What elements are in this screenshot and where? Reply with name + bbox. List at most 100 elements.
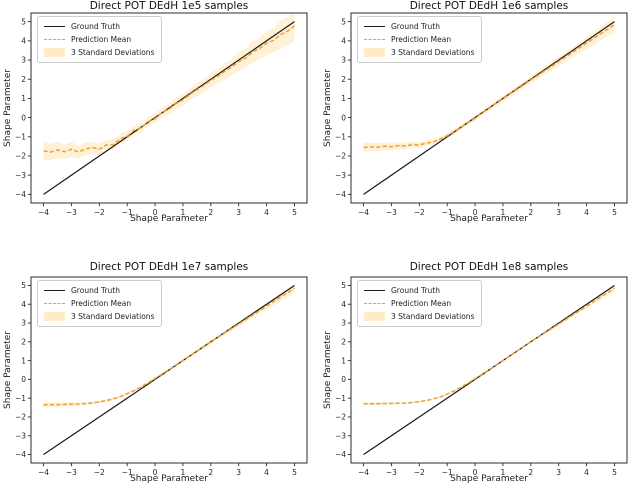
legend-item-std-band: 3 Standard Deviations (364, 46, 474, 58)
x-tick-label: −2 (94, 208, 105, 217)
axes-spines (30, 12, 308, 204)
prediction-mean-line (363, 287, 615, 405)
legend-item-ground-truth: Ground Truth (44, 20, 154, 32)
prediction-mean-line (363, 23, 615, 149)
ground-truth-line (43, 284, 295, 456)
y-tick-label: −3 (335, 431, 346, 440)
y-tick-label: 0 (21, 113, 26, 122)
y-tick-label: −2 (335, 152, 346, 161)
y-tick-label: −4 (335, 450, 346, 459)
subplot-1e8: Direct POT DEdH 1e8 samples −4 −3 −2 −1 0 1 2 3… (320, 245, 640, 491)
y-tick-label: −2 (15, 152, 26, 161)
legend-item-std-band: 3 Standard Deviations (364, 310, 474, 322)
dashed-line-swatch-icon (364, 38, 385, 40)
x-tick-label: 2 (208, 468, 213, 477)
x-tick-label: 4 (264, 208, 269, 217)
dashed-line-swatch-icon (44, 38, 65, 40)
y-tick-label: 5 (341, 281, 346, 290)
y-tick-label: 1 (341, 356, 346, 365)
subplot-1e6: Direct POT DEdH 1e6 samples −4 −3 −2 −1 0 1 2 3… (320, 0, 640, 245)
y-tick-label: 0 (341, 113, 346, 122)
y-tick-label: 2 (21, 75, 26, 84)
y-tick-label: −1 (15, 394, 26, 403)
legend-label: 3 Standard Deviations (71, 47, 155, 57)
x-axis-label: Shape Parameter (450, 474, 528, 484)
patch-swatch-icon (364, 311, 385, 321)
x-tick-label: 3 (236, 468, 241, 477)
y-tick-label: 3 (21, 319, 26, 328)
plot-title: Direct POT DEdH 1e7 samples (89, 261, 249, 273)
y-tick-label: 2 (341, 338, 346, 347)
subplot-1e5: Direct POT DEdH 1e5 samples −4 −3 −2 −1 0 1 2 3… (0, 0, 320, 245)
x-tick-label: 5 (292, 208, 297, 217)
y-tick-label: 2 (341, 75, 346, 84)
y-tick-label: 1 (341, 94, 346, 103)
x-tick-label: −3 (386, 208, 397, 217)
x-tick-label: 0 (153, 468, 158, 477)
y-tick-label: 5 (21, 17, 26, 26)
ground-truth-line (43, 21, 295, 195)
plot-title: Direct POT DEdH 1e8 samples (409, 261, 569, 273)
axes-canvas: −4 −3 −2 −1 0 1 2 3 4 5 −4 −3 −2 −1 0 1 2 3 4 5 (15, 276, 308, 477)
y-tick-label: 4 (21, 37, 26, 46)
legend-label: Prediction Mean (71, 34, 132, 44)
x-tick-label: −1 (442, 468, 453, 477)
x-tick-label: 1 (501, 208, 506, 217)
y-tick-label: 1 (21, 356, 26, 365)
y-tick-label: −4 (15, 450, 26, 459)
std-band-area (43, 13, 295, 161)
y-axis-label: Shape Parameter (3, 69, 13, 147)
legend-label: Prediction Mean (391, 298, 452, 308)
y-tick-label: 5 (341, 17, 346, 26)
y-tick-label: 0 (341, 375, 346, 384)
x-tick-label: 0 (473, 208, 478, 217)
patch-swatch-icon (364, 47, 385, 57)
y-axis-label: Shape Parameter (323, 69, 333, 147)
x-tick-label: 5 (612, 208, 617, 217)
x-tick-label: −3 (386, 468, 397, 477)
x-tick-label: 3 (556, 468, 561, 477)
axes-canvas: −4 −3 −2 −1 0 1 2 3 4 5 −4 −3 −2 −1 0 1 2 3 4 5 (335, 276, 628, 477)
legend-label: 3 Standard Deviations (391, 311, 475, 321)
y-tick-label: −4 (15, 190, 26, 199)
x-axis-label: Shape Parameter (450, 214, 528, 224)
x-tick-label: 3 (236, 208, 241, 217)
x-tick-label: 2 (208, 208, 213, 217)
y-tick-label: −3 (335, 171, 346, 180)
legend-label: Prediction Mean (391, 34, 452, 44)
y-axis-label: Shape Parameter (3, 331, 13, 409)
x-axis-label: Shape Parameter (130, 214, 208, 224)
x-tick-label: 0 (473, 468, 478, 477)
axes-spines (350, 276, 628, 464)
legend-label: Ground Truth (71, 21, 120, 31)
y-tick-label: 1 (21, 94, 26, 103)
solid-line-swatch-icon (364, 289, 385, 291)
legend-label: 3 Standard Deviations (391, 47, 475, 57)
y-tick-label: 3 (341, 319, 346, 328)
dashed-line-swatch-icon (44, 302, 65, 304)
x-tick-label: 4 (264, 468, 269, 477)
x-tick-label: −1 (122, 208, 133, 217)
legend-label: Ground Truth (71, 285, 120, 295)
legend-item-prediction-mean: Prediction Mean (44, 33, 154, 45)
x-tick-label: 0 (153, 208, 158, 217)
y-tick-label: −2 (15, 413, 26, 422)
x-tick-label: 2 (528, 208, 533, 217)
x-tick-label: −4 (358, 208, 369, 217)
y-tick-label: 2 (21, 338, 26, 347)
y-tick-label: −3 (15, 171, 26, 180)
x-tick-label: 1 (181, 468, 186, 477)
y-tick-label: 4 (21, 300, 26, 309)
axes-canvas: −4 −3 −2 −1 0 1 2 3 4 5 −4 −3 −2 −1 0 1 2 3 4 5 (15, 12, 308, 217)
patch-swatch-icon (44, 311, 65, 321)
x-tick-label: −4 (38, 208, 49, 217)
x-tick-label: 1 (501, 468, 506, 477)
legend-item-ground-truth: Ground Truth (364, 284, 474, 296)
x-tick-label: −2 (94, 468, 105, 477)
y-tick-label: 4 (341, 37, 346, 46)
y-tick-label: −1 (335, 394, 346, 403)
y-tick-label: 3 (341, 56, 346, 65)
legend-item-std-band: 3 Standard Deviations (44, 46, 154, 58)
legend-item-ground-truth: Ground Truth (364, 20, 474, 32)
plot-title: Direct POT DEdH 1e5 samples (89, 0, 249, 12)
